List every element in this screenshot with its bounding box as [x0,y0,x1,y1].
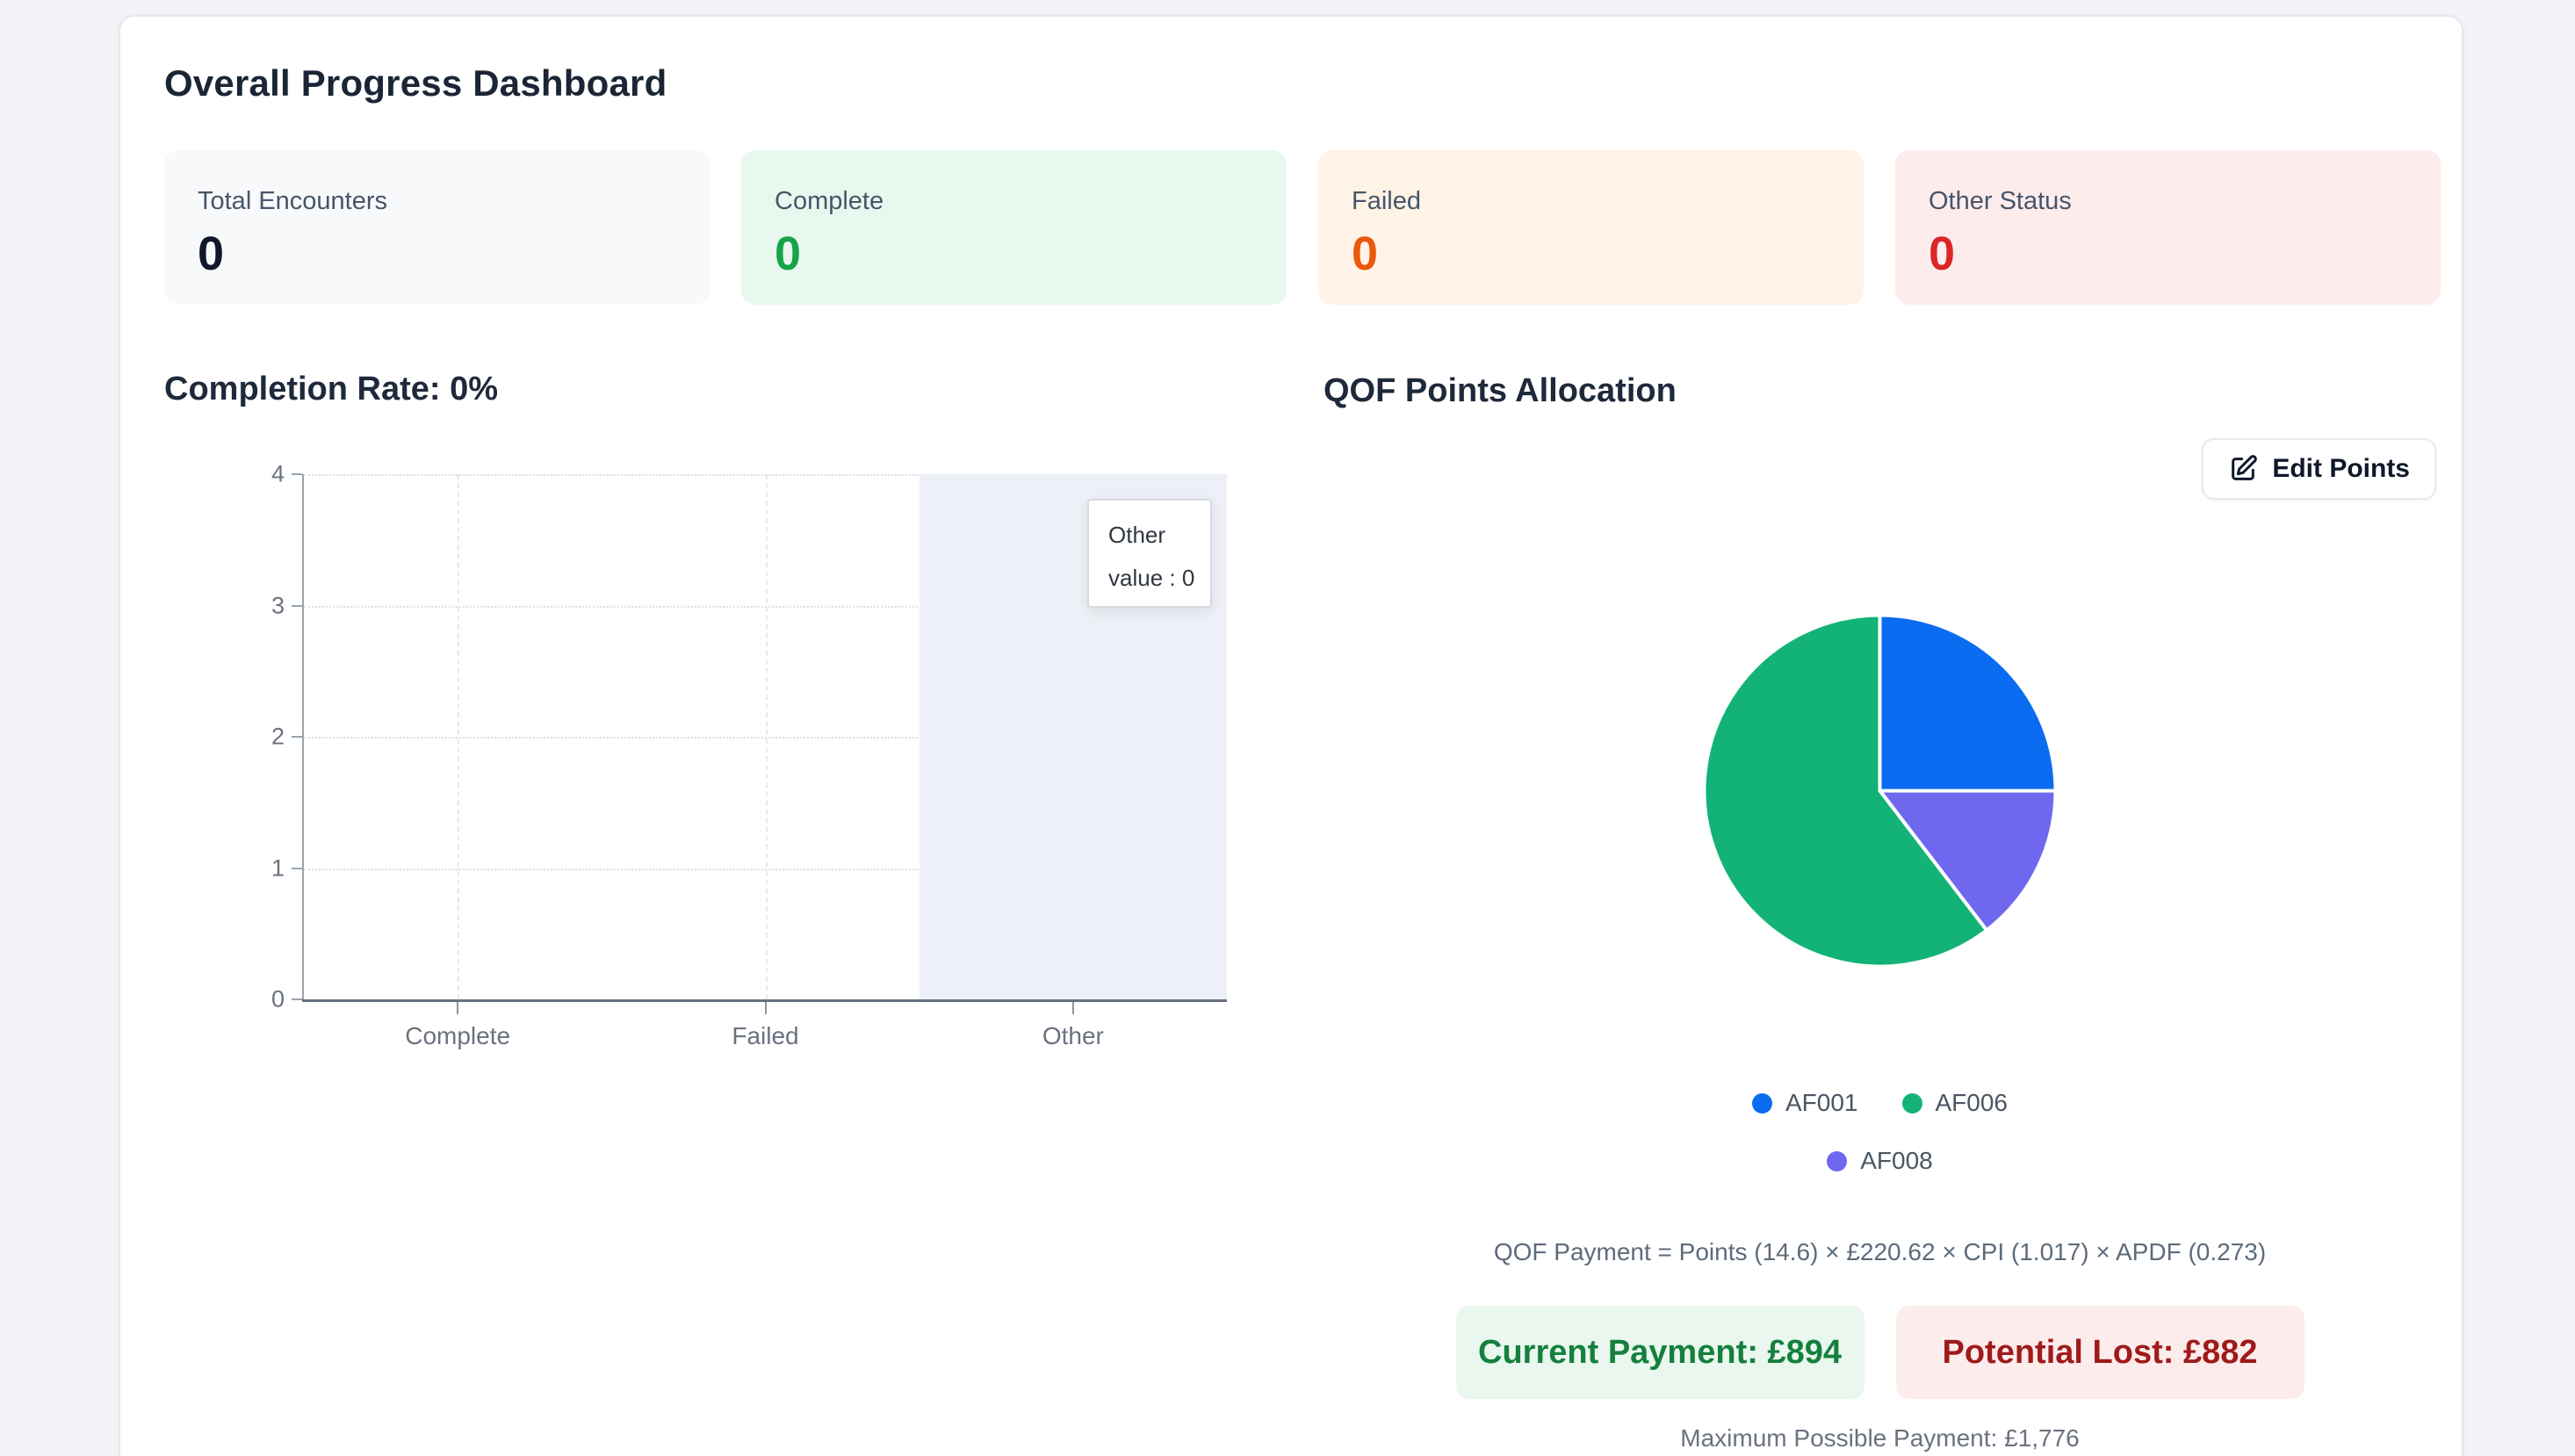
legend-dot-af006 [1901,1092,1922,1114]
stat-value: 0 [198,227,225,280]
y-axis-tick [292,867,302,869]
edit-points-label: Edit Points [2272,454,2410,483]
y-axis-line [302,474,304,999]
legend-item-af006[interactable]: AF006 [1901,1089,2009,1117]
y-axis-tick-label: 2 [270,723,285,750]
legend-dot-af008 [1827,1150,1848,1171]
legend-item-af001[interactable]: AF001 [1752,1089,1858,1117]
tooltip-value: value : 0 [1108,565,1195,591]
y-axis-tick-label: 3 [270,592,285,618]
stat-label: Other Status [1929,187,2072,215]
stat-value: 0 [1352,227,1379,280]
legend-label: AF006 [1935,1089,2009,1116]
stat-card-complete: Complete 0 [741,150,1287,305]
completion-bar-chart[interactable]: Other value : 0 0 1 2 3 4 Complete Failed Other [271,461,1227,1049]
y-axis-tick [292,604,302,607]
y-axis-tick-label: 0 [270,985,285,1013]
stat-label: Complete [775,187,884,215]
qof-section: QOF Points Allocation Edit Points AF001 A… [1324,372,2436,1456]
stat-card-other-status: Other Status 0 [1895,150,2441,305]
stats-row: Total Encounters 0 Complete 0 Failed 0 O… [164,150,2441,305]
x-axis-line [302,999,1227,1002]
stat-card-failed: Failed 0 [1318,150,1864,305]
dashboard-card: Overall Progress Dashboard Total Encount… [119,15,2463,1456]
y-axis-tick-label: 1 [270,854,285,881]
pie-slice-af006[interactable] [1702,613,1989,969]
current-payment-badge: Current Payment: £894 [1455,1306,1865,1399]
h-gridline [304,474,1227,476]
x-axis-tick [457,1002,459,1014]
qof-heading: QOF Points Allocation [1324,372,1677,409]
y-axis-tick-label: 4 [270,460,285,487]
h-gridline [304,868,1227,870]
qof-payment-formula: QOF Payment = Points (14.6) × £220.62 × … [1493,1238,2267,1265]
tooltip-title: Other [1108,522,1166,548]
legend-label: AF001 [1785,1089,1858,1116]
h-gridline [304,737,1227,739]
legend-item-af008[interactable]: AF008 [1827,1147,1933,1175]
y-axis-tick [292,736,302,738]
qof-pie-chart[interactable] [1695,606,2065,976]
page-title: Overall Progress Dashboard [164,62,667,104]
edit-pencil-square-icon [2228,454,2258,484]
category-label: Other [1042,1022,1104,1049]
stat-label: Total Encounters [198,187,388,215]
h-gridline [304,605,1227,608]
stat-value: 0 [775,227,802,280]
pie-slice-af001[interactable] [1878,613,2058,793]
stat-value: 0 [1929,227,1956,280]
category-label: Failed [732,1022,799,1049]
x-axis-tick [764,1002,767,1014]
payment-summary-row: Current Payment: £894 Potential Lost: £8… [1324,1306,2436,1399]
pie-legend: AF001 AF006 AF008 [1691,1089,2069,1175]
x-axis-tick [1071,1002,1074,1014]
stat-label: Failed [1352,187,1421,215]
legend-dot-af001 [1752,1092,1772,1114]
edit-points-button[interactable]: Edit Points [2202,438,2436,500]
category-label: Complete [405,1022,511,1049]
max-possible-payment: Maximum Possible Payment: £1,776 [1680,1424,2080,1452]
chart-tooltip: Other value : 0 [1087,499,1212,608]
pie-slice-af008[interactable] [1878,789,2058,933]
legend-label: AF008 [1860,1147,1933,1174]
y-axis-tick [292,473,302,475]
stat-card-total-encounters: Total Encounters 0 [164,150,710,305]
potential-lost-badge: Potential Lost: £882 [1895,1306,2305,1399]
completion-rate-heading: Completion Rate: 0% [164,371,499,407]
y-axis-tick [292,998,302,1000]
